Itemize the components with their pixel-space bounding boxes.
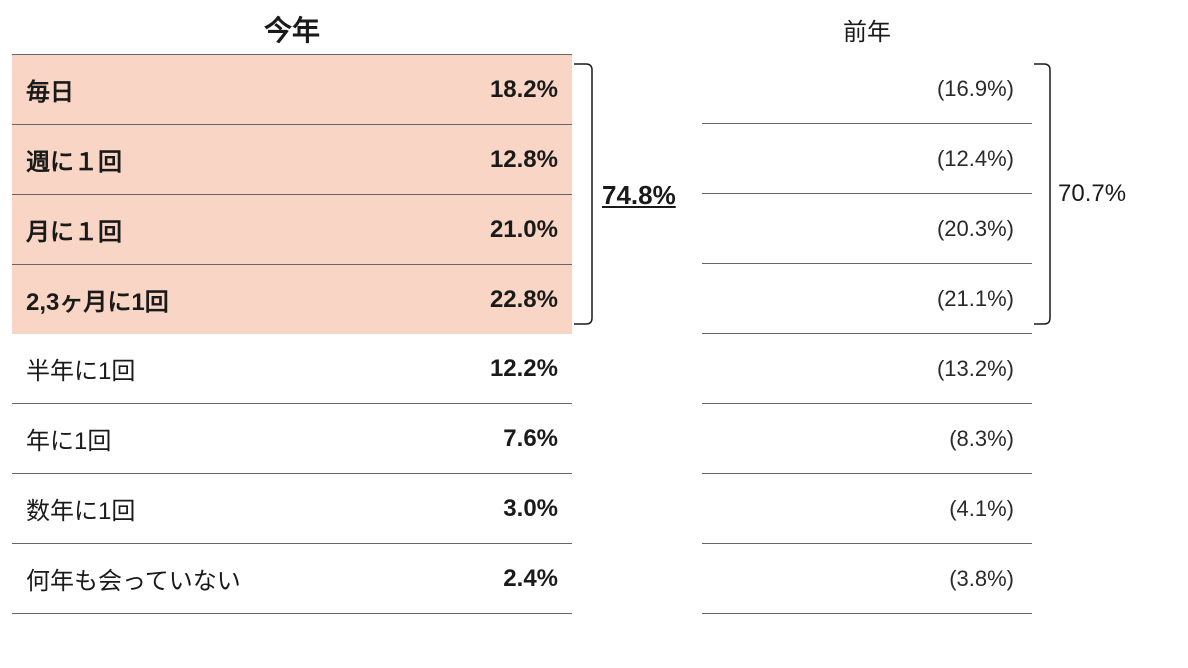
- table-row: (13.2%): [702, 334, 1032, 404]
- row-value-this-year: 7.6%: [438, 425, 558, 453]
- row-value-this-year: 3.0%: [438, 495, 558, 523]
- comparison-table: 今年 前年 毎日18.2%週に１回12.8%月に１回21.0%2,3ヶ月に1回2…: [12, 4, 1176, 614]
- row-label: 数年に1回: [26, 491, 438, 526]
- subtotal-prev-year-cell: 70.7%: [1058, 54, 1168, 614]
- row-value-this-year: 21.0%: [438, 216, 558, 244]
- table-row: (8.3%): [702, 404, 1032, 474]
- row-value-prev-year: (16.9%): [894, 76, 1014, 102]
- subtotal-this-year: 74.8%: [602, 180, 702, 211]
- table-row: (16.9%): [702, 54, 1032, 124]
- row-value-this-year: 12.8%: [438, 146, 558, 174]
- row-label: 2,3ヶ月に1回: [26, 282, 438, 317]
- header-prev-year: 前年: [702, 12, 1032, 47]
- subtotal-prev-year: 70.7%: [1058, 180, 1168, 208]
- table-row: 月に１回21.0%: [12, 194, 572, 264]
- row-label: 年に1回: [26, 421, 438, 456]
- row-value-prev-year: (3.8%): [894, 566, 1014, 592]
- table-row: (20.3%): [702, 194, 1032, 264]
- row-value-this-year: 22.8%: [438, 286, 558, 314]
- row-label: 毎日: [26, 72, 438, 107]
- column-prev-year: (16.9%) (12.4%) (20.3%) (21.1%) (13.2%) (8.3%…: [702, 54, 1032, 614]
- table-row: 毎日18.2%: [12, 54, 572, 124]
- table-row: (12.4%): [702, 124, 1032, 194]
- row-label: 週に１回: [26, 142, 438, 177]
- table-row: 2,3ヶ月に1回22.8%: [12, 264, 572, 334]
- bracket-prev-year: [1032, 54, 1058, 614]
- column-this-year: 毎日18.2%週に１回12.8%月に１回21.0%2,3ヶ月に1回22.8%半年…: [12, 54, 572, 614]
- header-this-year: 今年: [12, 9, 572, 49]
- header-row: 今年 前年: [12, 4, 1176, 54]
- row-value-prev-year: (4.1%): [894, 496, 1014, 522]
- table-row: (4.1%): [702, 474, 1032, 544]
- table-row: 数年に1回3.0%: [12, 474, 572, 544]
- row-value-prev-year: (8.3%): [894, 426, 1014, 452]
- row-value-this-year: 2.4%: [438, 565, 558, 593]
- row-value-this-year: 12.2%: [438, 355, 558, 383]
- table-row: (3.8%): [702, 544, 1032, 614]
- row-value-this-year: 18.2%: [438, 76, 558, 104]
- row-label: 月に１回: [26, 212, 438, 247]
- row-value-prev-year: (12.4%): [894, 146, 1014, 172]
- row-value-prev-year: (13.2%): [894, 356, 1014, 382]
- row-value-prev-year: (20.3%): [894, 216, 1014, 242]
- subtotal-this-year-cell: 74.8%: [602, 54, 702, 614]
- bracket-icon: [1032, 54, 1052, 334]
- row-label: 何年も会っていない: [26, 561, 438, 596]
- bracket-this-year: [572, 54, 602, 614]
- row-value-prev-year: (21.1%): [894, 286, 1014, 312]
- table-row: 半年に1回12.2%: [12, 334, 572, 404]
- row-label: 半年に1回: [26, 351, 438, 386]
- bracket-icon: [572, 54, 594, 334]
- table-row: 年に1回7.6%: [12, 404, 572, 474]
- table-body: 毎日18.2%週に１回12.8%月に１回21.0%2,3ヶ月に1回22.8%半年…: [12, 54, 1176, 614]
- table-row: (21.1%): [702, 264, 1032, 334]
- table-row: 週に１回12.8%: [12, 124, 572, 194]
- table-row: 何年も会っていない2.4%: [12, 544, 572, 614]
